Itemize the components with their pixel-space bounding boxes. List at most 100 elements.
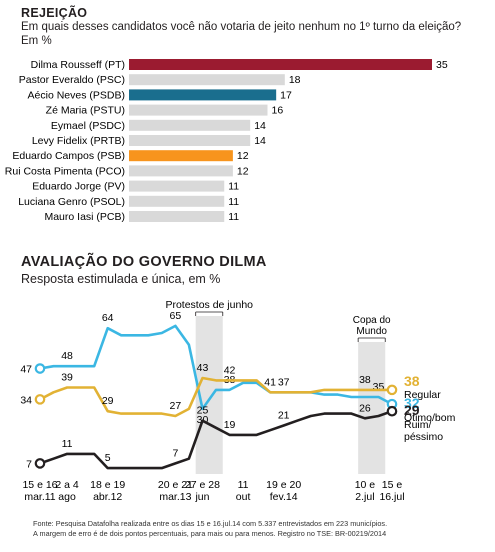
series-endpoint-marker bbox=[34, 458, 46, 469]
rejection-chart-title: REJEIÇÃO bbox=[21, 6, 88, 20]
approval-chart-subtitle: Resposta estimulada e única, em % bbox=[21, 272, 221, 286]
series-point-label: 43 bbox=[197, 362, 209, 374]
x-tick-label: 15 e bbox=[382, 479, 403, 491]
series-point-label: 7 bbox=[26, 458, 32, 470]
bar-category-label: Mauro Iasi (PCB) bbox=[44, 211, 125, 223]
x-tick-label: 15 e 16 bbox=[22, 479, 57, 491]
bar-category-label: Pastor Everaldo (PSC) bbox=[19, 74, 125, 86]
bar-category-label: Dilma Rousseff (PT) bbox=[31, 59, 125, 71]
bar-value-label: 18 bbox=[289, 74, 301, 86]
bar bbox=[129, 59, 432, 70]
x-tick-label: 11 bbox=[238, 479, 249, 491]
bar-value-label: 11 bbox=[228, 196, 239, 208]
end-label-ruim: péssimo bbox=[404, 431, 443, 443]
bar-category-label: Eduardo Campos (PSB) bbox=[12, 150, 125, 162]
series-point-label: 7 bbox=[172, 447, 178, 459]
bar-value-label: 17 bbox=[280, 89, 292, 101]
x-tick-label: 2 a 4 bbox=[55, 479, 79, 491]
bar-category-label: Eymael (PSDC) bbox=[51, 120, 125, 132]
series-point-label: 21 bbox=[278, 409, 290, 421]
end-value-otimo: 32 bbox=[404, 395, 420, 411]
series-point-label: 65 bbox=[170, 310, 182, 322]
bar bbox=[129, 89, 277, 101]
bar-value-label: 14 bbox=[254, 135, 266, 147]
x-tick-label: mar.13 bbox=[159, 491, 191, 503]
x-tick-label: mar.11 bbox=[24, 491, 55, 503]
bar-value-label: 16 bbox=[272, 105, 284, 117]
series-point-label: 41 bbox=[264, 376, 276, 388]
annotation-label: Protestos de junho bbox=[165, 299, 253, 311]
x-tick-label: 27 e 28 bbox=[185, 479, 220, 491]
bar-value-label: 11 bbox=[228, 211, 239, 223]
annotation-label: Copa do bbox=[353, 315, 391, 326]
bar-category-label: Luciana Genro (PSOL) bbox=[18, 196, 125, 208]
series-endpoint-marker bbox=[34, 394, 46, 405]
series-point-label: 29 bbox=[102, 395, 114, 407]
end-value-ruim: 29 bbox=[404, 402, 420, 418]
footnote-line-2: A margem de erro é de dois pontos percen… bbox=[33, 529, 387, 538]
x-tick-label: 20 e 21 bbox=[158, 479, 193, 491]
footnote-line-1: Fonte: Pesquisa Datafolha realizada entr… bbox=[33, 519, 388, 528]
bar bbox=[129, 135, 251, 146]
series-point-label: 25 bbox=[197, 405, 209, 417]
x-tick-label: ago bbox=[58, 491, 76, 503]
series-point-label: 47 bbox=[20, 364, 32, 376]
bar-category-label: Eduardo Jorge (PV) bbox=[32, 181, 125, 193]
series-endpoint-marker bbox=[386, 405, 398, 417]
bar bbox=[129, 195, 225, 207]
series-point-label: 48 bbox=[61, 350, 73, 362]
end-label-regular: Regular bbox=[404, 389, 441, 401]
bar bbox=[129, 180, 225, 192]
series-point-label: 5 bbox=[105, 452, 111, 464]
annotation-label: Mundo bbox=[356, 326, 387, 337]
series-point-label: 39 bbox=[61, 372, 73, 384]
bar bbox=[129, 150, 233, 162]
series-line bbox=[39, 324, 393, 411]
rejection-chart-question: Em quais desses candidatos você não vota… bbox=[21, 21, 462, 33]
bar-value-label: 12 bbox=[237, 150, 249, 162]
x-tick-label: jun bbox=[194, 491, 209, 503]
series-point-label: 11 bbox=[62, 438, 73, 450]
bar bbox=[129, 165, 233, 177]
x-tick-label: abr.12 bbox=[93, 491, 122, 503]
series-endpoint-marker bbox=[386, 384, 398, 396]
bar-value-label: 14 bbox=[254, 120, 266, 132]
rejection-bar-chart: Dilma Rousseff (PT) 35 Pastor Everaldo (PS… bbox=[5, 59, 448, 223]
series-point-label: 26 bbox=[359, 402, 371, 414]
bar-category-label: Rui Costa Pimenta (PCO) bbox=[5, 165, 125, 177]
x-tick-label: out bbox=[236, 491, 251, 503]
bar-value-label: 35 bbox=[436, 59, 448, 71]
end-value-regular: 38 bbox=[404, 373, 420, 389]
series-endpoint-marker bbox=[34, 363, 46, 374]
series-point-label: 64 bbox=[102, 312, 114, 324]
bar-category-label: Zé Maria (PSTU) bbox=[46, 105, 125, 117]
x-tick-label: 18 e 19 bbox=[90, 479, 125, 491]
bar-value-label: 12 bbox=[237, 165, 249, 177]
series-point-label: 35 bbox=[373, 381, 385, 393]
series-point-label: 37 bbox=[278, 376, 290, 388]
rejection-chart-unit: Em % bbox=[21, 35, 52, 47]
end-label-otimo: Ótimo/bom bbox=[404, 411, 456, 424]
x-tick-label: 16.jul bbox=[379, 491, 404, 503]
approval-chart-title: AVALIAÇÃO DO GOVERNO DILMA bbox=[21, 254, 267, 270]
bar-category-label: Levy Fidelix (PRTB) bbox=[32, 135, 125, 147]
bar-value-label: 11 bbox=[228, 181, 239, 193]
series-point-label: 19 bbox=[224, 419, 236, 431]
bar bbox=[129, 211, 225, 222]
end-label-ruim: Ruim/ bbox=[404, 419, 432, 431]
series-line bbox=[39, 376, 392, 418]
x-tick-label: fev.14 bbox=[270, 491, 298, 503]
series-point-label: 27 bbox=[170, 400, 182, 412]
series-point-label: 42 bbox=[224, 364, 236, 376]
bar-category-label: Aécio Neves (PSDB) bbox=[28, 89, 125, 101]
bar bbox=[129, 119, 251, 131]
x-tick-label: 19 e 20 bbox=[266, 479, 301, 491]
footnote: Fonte: Pesquisa Datafolha realizada entr… bbox=[33, 519, 473, 539]
series-line bbox=[39, 409, 393, 470]
x-tick-label: 10 e bbox=[355, 479, 376, 491]
bar bbox=[129, 74, 285, 86]
bar bbox=[129, 104, 268, 116]
series-point-label: 38 bbox=[359, 374, 371, 386]
annotation-band bbox=[358, 342, 386, 474]
